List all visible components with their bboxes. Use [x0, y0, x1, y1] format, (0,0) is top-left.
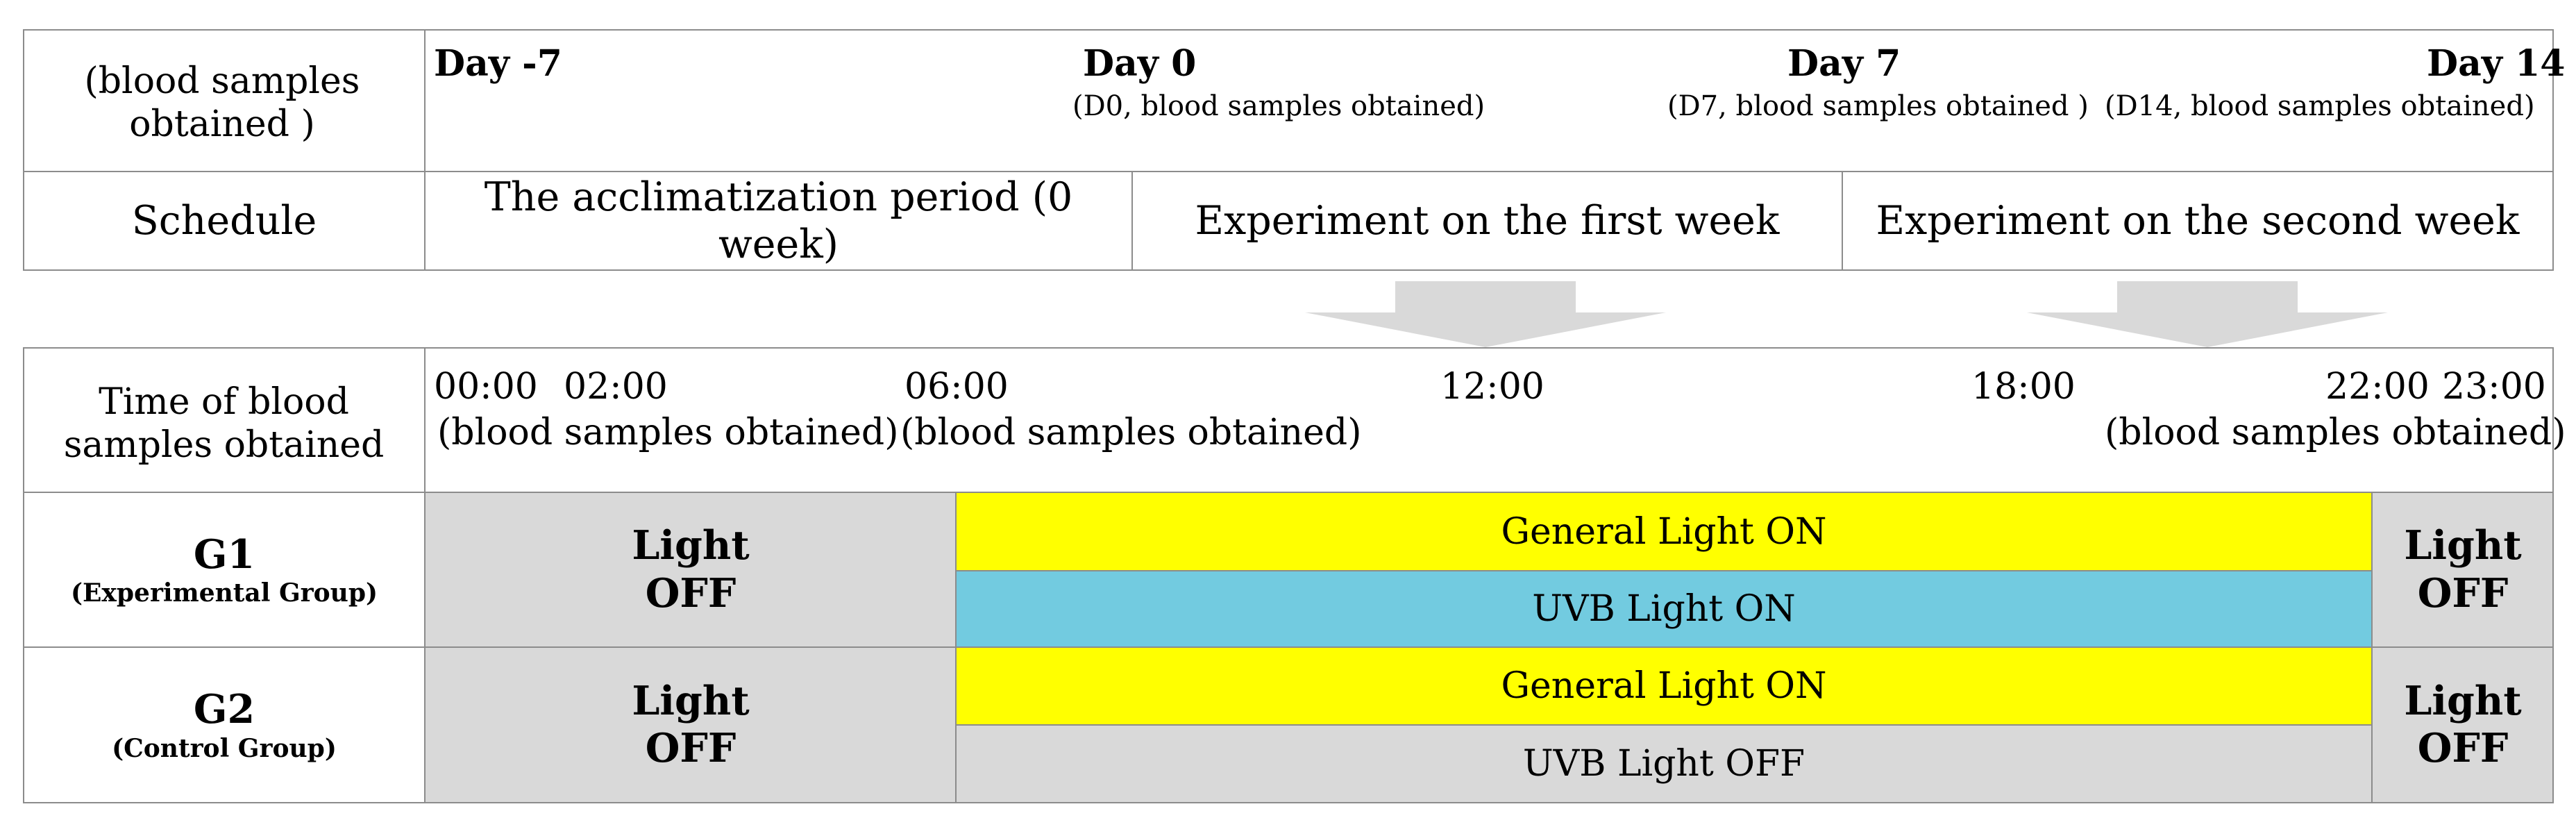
g2-right-light-off: Light OFF: [2404, 677, 2522, 771]
blood-samples-row-label: (blood samples obtained ): [84, 60, 360, 145]
schedule-table: [23, 29, 2554, 271]
timing-table-divider: [424, 347, 426, 803]
day-0-label: Day 0: [1083, 42, 1197, 85]
g2-left-off-fill: [424, 647, 956, 803]
g1-inner-divider: [956, 570, 2372, 571]
g2-label: G2 (Control Group): [24, 648, 424, 802]
time-0200: 02:00: [564, 366, 668, 408]
g1-general-light: General Light ON: [956, 493, 2372, 571]
timing-table: [23, 347, 2554, 803]
g1-right-light-off: Light OFF: [2404, 522, 2522, 617]
g1-uvb-light: UVB Light ON: [956, 571, 2372, 647]
sample-note-late: (blood samples obtained): [2105, 412, 2566, 453]
light-on-start-divider: [955, 492, 957, 803]
period-divider-2: [1842, 171, 1843, 271]
period-first-week: Experiment on the first week: [1195, 197, 1780, 244]
g2-left-light-off: Light OFF: [632, 677, 750, 771]
time-0600: 06:00: [904, 366, 1009, 408]
period-second-week: Experiment on the second week: [1876, 197, 2520, 244]
day-14-label: Day 14: [2427, 42, 2566, 85]
sample-note-early: (blood samples obtained): [437, 412, 899, 453]
day-minus-7-label: Day -7: [434, 42, 562, 85]
g2-inner-divider: [956, 724, 2372, 726]
g1-name: G1: [193, 531, 255, 578]
timing-row-divider: [23, 492, 2554, 493]
time-row-label: Time of blood samples obtained: [63, 381, 385, 466]
arrow-down-icon: [2027, 281, 2388, 347]
schedule-table-divider: [424, 29, 426, 271]
period-divider-1: [1131, 171, 1133, 271]
arrow-down-icon: [1305, 281, 1666, 347]
time-0000: 00:00: [434, 366, 538, 408]
day-0-note: (D0, blood samples obtained): [1072, 90, 1485, 122]
g1-left-off-fill: [424, 493, 956, 647]
sample-note-0600: (blood samples obtained): [900, 412, 1362, 453]
time-2200: 22:00: [2325, 366, 2430, 408]
schedule-row-label: Schedule: [131, 197, 317, 244]
g1-right-off-fill: [2372, 493, 2554, 647]
g1-desc: (Experimental Group): [70, 578, 378, 608]
g1-label: G1 (Experimental Group): [24, 493, 424, 646]
group-divider: [23, 646, 2554, 648]
g2-uvb-light: UVB Light OFF: [956, 725, 2372, 803]
g1-left-light-off: Light OFF: [632, 522, 750, 617]
g2-desc: (Control Group): [112, 733, 337, 763]
time-1800: 18:00: [1971, 366, 2076, 408]
schedule-table-row-divider: [23, 171, 2554, 172]
time-2300: 23:00: [2442, 366, 2546, 408]
day-14-note: (D14, blood samples obtained): [2105, 90, 2535, 122]
day-7-note: (D7, blood samples obtained ): [1667, 90, 2089, 122]
g2-name: G2: [193, 686, 255, 733]
day-7-label: Day 7: [1787, 42, 1901, 85]
g2-general-light: General Light ON: [956, 647, 2372, 725]
light-on-end-divider: [2371, 492, 2373, 803]
time-1200: 12:00: [1440, 366, 1544, 408]
g2-right-off-fill: [2372, 647, 2554, 803]
period-acclimatization: The acclimatization period (0 week): [484, 174, 1073, 267]
